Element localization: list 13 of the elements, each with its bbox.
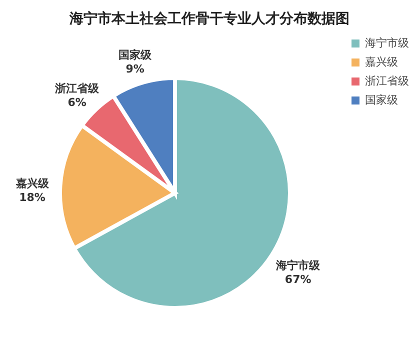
- slice-label: 海宁市级: [275, 258, 322, 272]
- slice-label: 浙江省级: [54, 82, 100, 95]
- legend-label: 国家级: [365, 94, 398, 106]
- data-label: 6%: [68, 96, 86, 109]
- legend-label: 嘉兴级: [365, 56, 398, 68]
- legend-label: 海宁市级: [365, 36, 409, 50]
- data-label: 67%: [284, 272, 312, 286]
- legend-label: 浙江省级: [365, 74, 409, 88]
- chart-title: 海宁市本土社会工作骨干专业人才分布数据图: [68, 10, 350, 27]
- data-label: 18%: [19, 191, 46, 204]
- slice-label: 嘉兴级: [16, 177, 50, 190]
- slice-label: 国家级: [118, 48, 153, 62]
- data-label: 9%: [126, 62, 144, 76]
